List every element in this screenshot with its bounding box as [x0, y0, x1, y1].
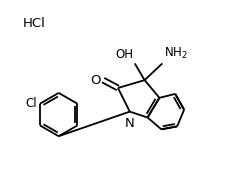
Text: HCl: HCl	[23, 17, 46, 30]
Text: O: O	[91, 74, 101, 87]
Text: OH: OH	[116, 48, 134, 61]
Text: N: N	[125, 117, 135, 130]
Text: Cl: Cl	[25, 97, 37, 110]
Text: NH$_2$: NH$_2$	[164, 46, 188, 61]
